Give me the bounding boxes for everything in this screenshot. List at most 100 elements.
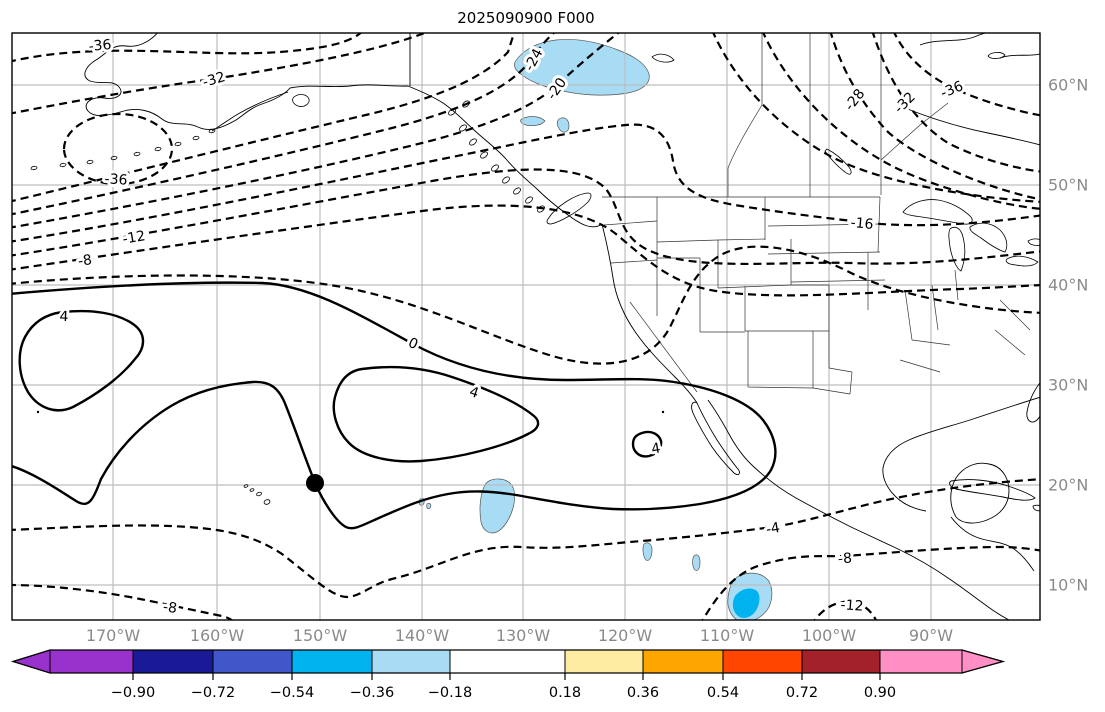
alaska-south-coast xyxy=(289,84,409,89)
florida xyxy=(1026,382,1040,423)
colorbar-tick-label: 0.90 xyxy=(864,685,896,701)
contour--8-southeast xyxy=(701,545,1040,620)
small-islands xyxy=(30,100,665,505)
contour-label: -12 xyxy=(840,597,864,615)
colorbar-segment xyxy=(132,649,214,674)
aleutian-island xyxy=(86,159,94,165)
shade-patch-itcz-core xyxy=(732,588,760,618)
hudson-bay-coast xyxy=(904,107,1040,146)
contour--24-ne xyxy=(712,33,1040,203)
contour-4-mid-closed xyxy=(332,365,540,463)
lon-tick-label: 170°W xyxy=(86,626,141,645)
colorbar-segment xyxy=(879,649,963,674)
lat-tick-label: 10°N xyxy=(1048,576,1088,595)
hawaiian-island xyxy=(256,491,262,497)
bc-coastal-island xyxy=(480,151,488,159)
gulf-of-mexico-coast xyxy=(882,396,1040,512)
alaska-west-coast xyxy=(84,33,291,130)
contour--12 xyxy=(12,168,1040,266)
shade-patch-small-1 xyxy=(520,116,546,127)
colorbar-tick-label: −0.54 xyxy=(270,685,314,701)
longitude-labels: 170°W 160°W 150°W 140°W 130°W 120°W 110°W 100°W… xyxy=(86,626,953,645)
colorbar-tick-labels: −0.90 −0.72 −0.54 −0.36 −0.18 0.18 0.36 0.54 0.7… xyxy=(111,685,896,701)
colorbar-segment xyxy=(212,649,293,674)
kodiak-island xyxy=(292,94,310,107)
map-frame xyxy=(11,32,1041,621)
aleutian-island xyxy=(133,151,141,157)
colorbar-over-arrow xyxy=(961,649,1005,674)
contour--20-fan xyxy=(12,33,620,229)
contour-label: -16 xyxy=(850,215,874,233)
contour--8-north xyxy=(12,204,1040,297)
colorbar-tick-label: −0.72 xyxy=(191,685,235,701)
colorbar-tick-label: 0.18 xyxy=(549,685,581,701)
contour--36-top xyxy=(12,33,363,63)
lon-tick-label: 110°W xyxy=(700,626,755,645)
bc-coastal-island xyxy=(459,124,467,132)
baja-california xyxy=(691,401,740,476)
colorbar-segment xyxy=(449,649,566,674)
graticule-grid xyxy=(12,33,1040,620)
lon-tick-label: 100°W xyxy=(802,626,857,645)
lon-tick-label: 150°W xyxy=(293,626,348,645)
colorbar-segment xyxy=(722,649,803,674)
colorbar-outline xyxy=(10,649,1006,674)
contour--4-south xyxy=(12,478,1040,599)
contour--12-south xyxy=(813,600,878,620)
contour-label: -36 xyxy=(88,37,112,55)
contour-label: -8 xyxy=(837,551,852,568)
great-slave-lake xyxy=(651,53,675,63)
contour-label: -8 xyxy=(162,599,178,617)
colorbar-tick-label: 0.54 xyxy=(707,685,739,701)
contour-4-west-closed xyxy=(18,309,145,412)
contour--16 xyxy=(12,123,1040,243)
contour-0 xyxy=(12,281,777,530)
aleutian-island xyxy=(30,165,38,171)
aleutian-island xyxy=(208,128,216,134)
hawaiian-island xyxy=(243,484,249,488)
bc-coastal-island xyxy=(525,196,533,204)
colorbar: −0.90 −0.72 −0.54 −0.36 −0.18 0.18 0.36 0.54 0.7… xyxy=(10,649,1006,701)
contour-label: -8 xyxy=(77,252,93,270)
plot-title: 2025090900 F000 xyxy=(457,9,594,27)
vancouver-island xyxy=(546,192,592,225)
contour-label: -36 xyxy=(104,171,128,189)
hawaiian-island xyxy=(263,499,271,505)
lake-ontario xyxy=(1027,238,1040,246)
lake-michigan xyxy=(948,226,966,272)
hispaniola-tip xyxy=(1032,504,1040,512)
latitude-labels: 60°N 50°N 40°N 30°N 20°N 10°N xyxy=(1048,76,1088,595)
contour--24-fan xyxy=(12,33,556,216)
lat-tick-label: 60°N xyxy=(1048,76,1088,95)
colorbar-ticks xyxy=(132,673,881,680)
shade-patch-sliver-1 xyxy=(642,542,653,561)
colorbar-segment xyxy=(642,649,724,674)
cyclone-position-marker xyxy=(306,474,324,492)
lat-tick-label: 30°N xyxy=(1048,376,1088,395)
colorbar-under-arrow xyxy=(11,649,51,674)
lake-huron xyxy=(969,222,1008,253)
contour--36-closed-low xyxy=(62,112,174,186)
contour--28-fan xyxy=(12,33,516,203)
colorbar-segment xyxy=(801,649,881,674)
contour--20-ne xyxy=(762,33,1040,210)
shade-patch-tiny-b xyxy=(426,503,432,510)
map-ocean-background xyxy=(12,33,1040,620)
arctic-island xyxy=(987,52,1006,59)
yucatan-peninsula xyxy=(950,462,1010,524)
geography xyxy=(30,33,1040,620)
hawaiian-island xyxy=(249,488,255,492)
contour--4-north xyxy=(12,245,1040,365)
contour--8-southwest xyxy=(12,583,234,620)
colorbar-segment xyxy=(291,649,373,674)
colorbar-tick-label: −0.18 xyxy=(428,685,472,701)
bc-coastal-island xyxy=(513,187,521,195)
colorbar-tick-label: −0.90 xyxy=(111,685,155,701)
aleutian-island xyxy=(192,135,200,141)
colorbar-segment xyxy=(371,649,451,674)
contour--32-ne xyxy=(871,33,1040,173)
shade-patch-sliver-2 xyxy=(692,554,701,571)
arctic-coast-2 xyxy=(999,53,1040,59)
aleutian-island xyxy=(154,146,162,152)
